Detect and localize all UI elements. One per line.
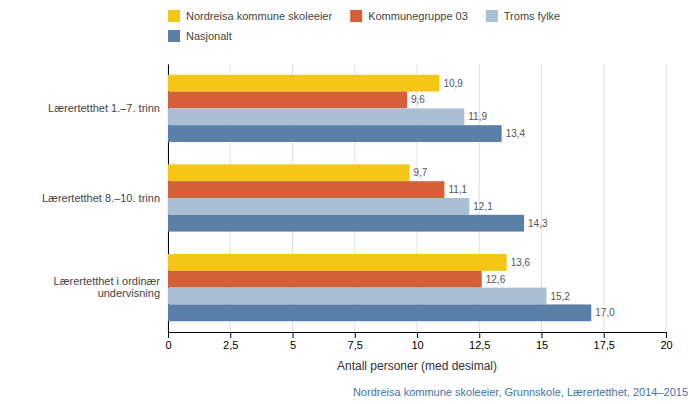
- x-axis: 0 2,5 5 7,5 10 12,5 15 17,5 20: [165, 332, 672, 351]
- tick-mark: [666, 332, 667, 338]
- y-tick: Lærertetthet 8.–10. trinn: [42, 192, 160, 204]
- tick-label: 7,5: [348, 339, 363, 351]
- tick-label: 10: [411, 339, 423, 351]
- legend-label: Kommunegruppe 03: [368, 10, 468, 22]
- x-tick: 7,5: [348, 332, 363, 351]
- bar: [168, 108, 464, 125]
- x-tick: 2,5: [223, 332, 238, 351]
- bar: [168, 198, 469, 215]
- tick-label: Lærertetthet i ordinærundervisning: [54, 275, 161, 300]
- x-axis-title: Antall personer (med desimal): [337, 359, 497, 373]
- tick-label: 5: [290, 339, 296, 351]
- bars: [168, 75, 591, 321]
- data-label: 12,6: [486, 274, 506, 285]
- legend: Nordreisa kommune skoleeier Kommunegruppe…: [168, 10, 560, 42]
- tick-label-line: Lærertetthet 8.–10. trinn: [42, 192, 160, 204]
- tick-label: 2,5: [223, 339, 238, 351]
- legend-label: Troms fylke: [504, 10, 560, 22]
- grid-line: [666, 64, 667, 332]
- tick-label: Lærertetthet 8.–10. trinn: [42, 192, 160, 204]
- y-tick: Lærertetthet 1.–7. trinn: [48, 102, 160, 114]
- bar: [168, 215, 524, 232]
- legend-item: Nasjonalt: [168, 30, 232, 42]
- legend-label: Nordreisa kommune skoleeier: [186, 10, 332, 22]
- data-label: 9,6: [411, 94, 425, 105]
- bar: [168, 254, 507, 271]
- bar-series: [168, 108, 546, 304]
- chart: 0 2,5 5 7,5 10 12,5 15 17,5 20 Lærertetthet i ord…: [0, 0, 700, 404]
- data-label: 13,6: [511, 257, 531, 268]
- legend-swatch: [168, 10, 180, 22]
- data-label: 17,0: [595, 307, 615, 318]
- x-tick: 5: [290, 332, 296, 351]
- tick-label: 12,5: [469, 339, 490, 351]
- tick-mark: [168, 332, 169, 338]
- chart-container: 0 2,5 5 7,5 10 12,5 15 17,5 20 Lærertetthet i ord…: [0, 0, 700, 404]
- grid-line: [603, 64, 604, 332]
- bar: [168, 288, 546, 305]
- bar: [168, 304, 591, 321]
- tick-mark: [479, 332, 480, 338]
- tick-label: Lærertetthet 1.–7. trinn: [48, 102, 160, 114]
- tick-label: 17,5: [594, 339, 615, 351]
- tick-mark: [417, 332, 418, 338]
- x-tick: 20: [660, 332, 672, 351]
- bar: [168, 125, 502, 142]
- data-label: 9,7: [414, 167, 428, 178]
- tick-label: 20: [660, 339, 672, 351]
- legend-swatch: [486, 10, 498, 22]
- legend-swatch: [350, 10, 362, 22]
- footnote: Nordreisa kommune skoleeier, Grunnskole,…: [353, 386, 688, 398]
- data-label: 10,9: [443, 78, 463, 89]
- bar: [168, 75, 439, 92]
- tick-label-line: undervisning: [98, 287, 160, 299]
- x-tick: 10: [411, 332, 423, 351]
- x-tick: 15: [536, 332, 548, 351]
- bar: [168, 181, 444, 198]
- tick-mark: [293, 332, 294, 338]
- data-label: 12,1: [473, 201, 493, 212]
- grid: [168, 64, 666, 332]
- data-label: 11,9: [468, 111, 487, 122]
- bar-series: [168, 92, 482, 288]
- tick-mark: [355, 332, 356, 338]
- bar-series: [168, 125, 591, 321]
- legend-label: Nasjonalt: [186, 30, 232, 42]
- legend-swatch: [168, 30, 180, 42]
- bar: [168, 92, 407, 109]
- bar: [168, 164, 410, 181]
- x-tick: 12,5: [469, 332, 490, 351]
- data-label: 15,2: [550, 291, 570, 302]
- data-label: 14,3: [528, 218, 548, 229]
- data-label: 13,4: [506, 128, 526, 139]
- tick-mark: [604, 332, 605, 338]
- tick-mark: [230, 332, 231, 338]
- data-labels: 13,6 9,7 10,9 12,6 11,1 9,6 15,2 12,1 11,9 17,0 14…: [411, 78, 615, 319]
- tick-label: 0: [165, 339, 171, 351]
- tick-label-line: Lærertetthet 1.–7. trinn: [48, 102, 160, 114]
- tick-label: 15: [536, 339, 548, 351]
- x-tick: 0: [165, 332, 171, 351]
- bar-series: [168, 75, 507, 271]
- legend-item: Nordreisa kommune skoleeier: [168, 10, 332, 22]
- legend-item: Troms fylke: [486, 10, 560, 22]
- plot: 0 2,5 5 7,5 10 12,5 15 17,5 20 Lærertetthet i ord…: [42, 64, 673, 351]
- x-tick: 17,5: [594, 332, 615, 351]
- tick-mark: [542, 332, 543, 338]
- bar: [168, 271, 482, 288]
- tick-label-line: Lærertetthet i ordinær: [54, 275, 161, 287]
- y-tick: Lærertetthet i ordinærundervisning: [54, 275, 161, 300]
- y-axis: Lærertetthet i ordinærundervisningLærert…: [42, 65, 169, 333]
- legend-item: Kommunegruppe 03: [350, 10, 468, 22]
- data-label: 11,1: [448, 184, 467, 195]
